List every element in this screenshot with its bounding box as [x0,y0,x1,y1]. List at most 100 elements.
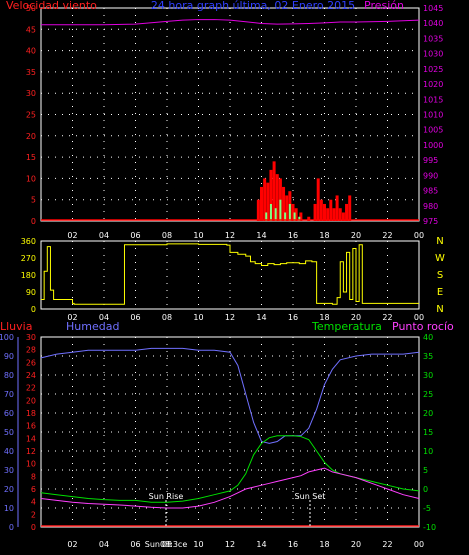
wind-tick-label: 50 [26,4,36,13]
temperature-tick-label: 30 [423,371,433,380]
wind-bar [335,195,339,221]
wind-tick-label: 20 [26,132,36,141]
panel1-x-tick: 16 [288,231,298,240]
wind-bar [282,186,286,221]
wind-tick-label: 25 [26,111,36,120]
pressure-tick-label: 1000 [423,141,443,150]
panel1-x-tick: 04 [99,231,109,240]
rain-tick-label: 22 [26,384,36,393]
wind-bar [329,199,333,221]
humidity-tick-label: 90 [4,352,14,361]
rain-tick-label: 6 [31,485,36,494]
pressure-tick-label: 1020 [423,80,443,89]
wind-tick-label: 45 [26,25,36,34]
rain-tick-label: 16 [26,422,36,431]
temperature-tick-label: -5 [423,504,431,513]
pressure-tick-label: 1025 [423,65,443,74]
sunset-label: Sun Set [295,492,326,501]
gust-bar [298,216,301,221]
panel1-x-tick: 10 [193,231,203,240]
panel3-x-tick: 14 [256,540,266,549]
direction-tick-label: 360 [21,237,36,246]
gust-bar [288,203,291,221]
rain-tick-label: 28 [26,346,36,355]
temperature-line [40,435,420,503]
direction-tick-label: 270 [21,254,36,263]
sunrise-axis-label: Sun08:3ce [145,540,188,549]
temperature-tick-label: 35 [423,352,433,361]
pressure-tick-label: 1040 [423,19,443,28]
wind-bar [263,178,267,221]
pressure-tick-label: 1010 [423,111,443,120]
humidity-tick-label: 0 [9,523,14,532]
rain-tick-label: 14 [26,434,36,443]
rain-tick-label: 2 [31,510,36,519]
compass-label: N [436,304,443,315]
wind-bar [275,174,279,221]
panel2-x-tick: 20 [351,313,361,322]
pressure-tick-label: 980 [423,202,438,211]
panel3-x-tick: 06 [130,540,140,549]
sunrise-label: Sun Rise [149,492,184,501]
panel3-x-tick: 18 [319,540,329,549]
humidity-axis-title: Humedad [66,320,119,333]
panel3-x-tick: 12 [225,540,235,549]
compass-label: W [435,253,445,264]
panel3-x-tick: 16 [288,540,298,549]
direction-tick-label: 90 [26,288,36,297]
pressure-tick-label: 1015 [423,95,443,104]
chart-title: 24 hora graph última, 02 Enero 2015 [151,0,355,12]
rain-tick-label: 4 [31,498,36,507]
pressure-line [41,19,420,26]
wind-tick-label: 0 [31,217,36,226]
compass-label: N [436,236,443,247]
gust-bar [269,203,272,221]
wind-bar [294,208,298,221]
wind-tick-label: 5 [31,196,36,205]
panel2-x-tick: 06 [130,313,140,322]
direction-tick-label: 180 [21,271,36,280]
dewpoint-line [40,467,420,509]
wind-bar [319,199,323,221]
gust-bar [279,199,282,221]
wind-tick-label: 35 [26,68,36,77]
humidity-tick-label: 20 [4,485,14,494]
panel2-x-tick: 22 [382,313,392,322]
wind-bar [272,161,276,221]
wind-bar [348,195,352,221]
wind-bar [338,208,342,221]
wind-bar [299,212,303,221]
rain-tick-label: 10 [26,460,36,469]
wind-tick-label: 10 [26,174,36,183]
dewpoint-axis-title: Punto rocío [392,320,454,333]
rain-axis-title: Lluvia [0,320,32,333]
rain-tick-label: 8 [31,472,36,481]
wind-bar [323,203,326,221]
pressure-tick-label: 990 [423,171,438,180]
panel2-x-tick: 02 [67,313,77,322]
panel1-x-tick: 06 [130,231,140,240]
pressure-tick-label: 1030 [423,50,443,59]
panel2-x-tick: 08 [162,313,172,322]
panel1-x-tick: 18 [319,231,329,240]
panel2-x-tick: 04 [99,313,109,322]
wind-bar [285,195,289,221]
direction-tick-label: 0 [31,305,36,314]
panel1-x-tick: 08 [162,231,172,240]
panel3-x-tick: 10 [193,540,203,549]
panel1-x-tick: 12 [225,231,235,240]
humidity-tick-label: 30 [4,466,14,475]
panel1-x-tick: 14 [256,231,266,240]
panel1-x-tick: 00 [414,231,424,240]
gust-bar [274,208,277,221]
wind-tick-label: 30 [26,89,36,98]
panel2-x-tick: 12 [225,313,235,322]
humidity-line [40,347,420,444]
humidity-tick-label: 40 [4,447,14,456]
temperature-tick-label: 0 [423,485,428,494]
panel3-x-tick: 22 [382,540,392,549]
temperature-tick-label: 10 [423,447,433,456]
temperature-tick-label: 5 [423,466,428,475]
